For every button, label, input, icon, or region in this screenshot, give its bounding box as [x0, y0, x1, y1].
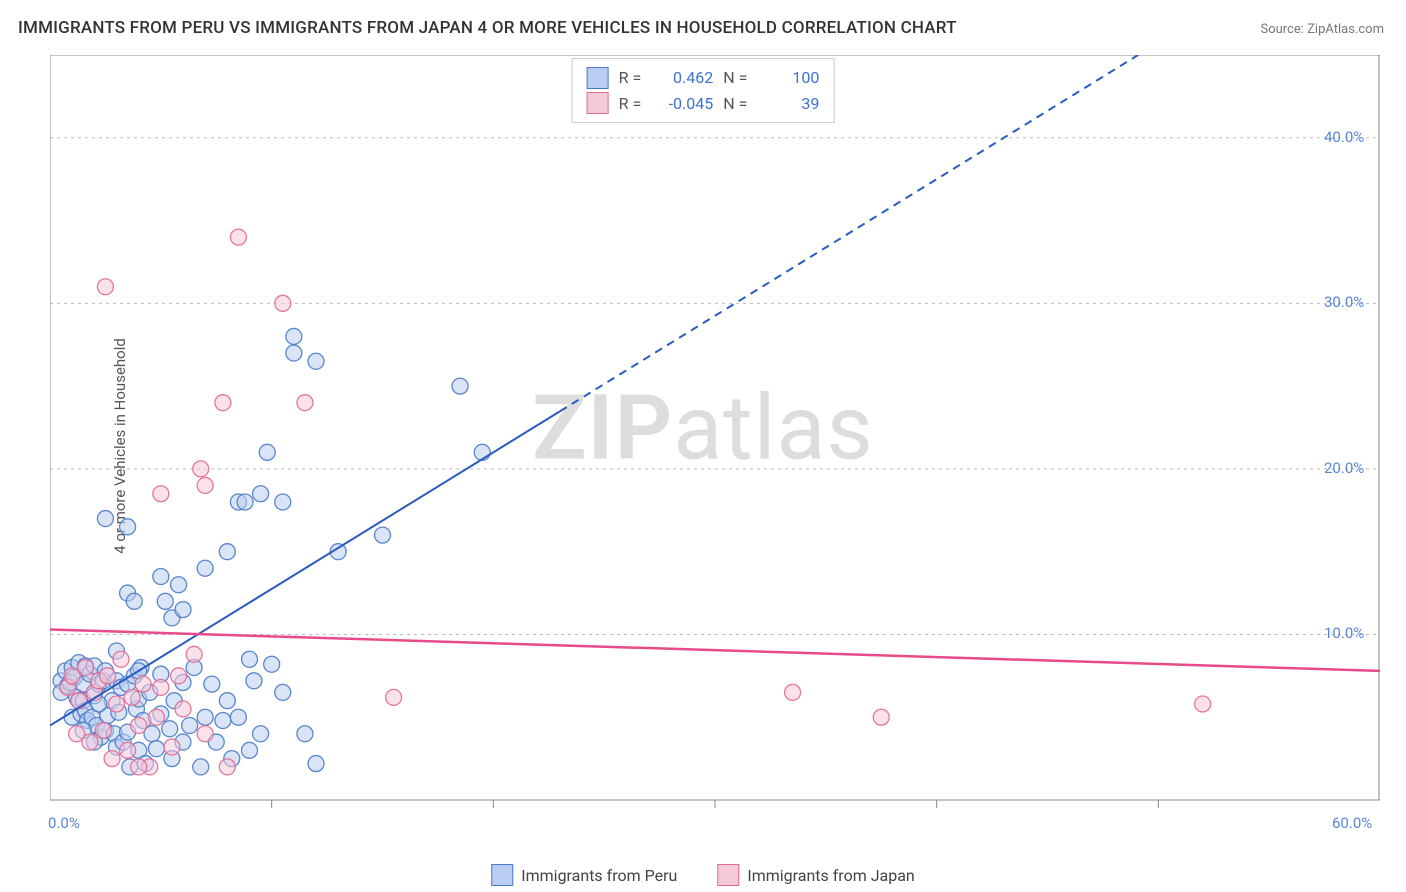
axis-tick-label: 20.0%: [1324, 459, 1364, 477]
scatter-plot: [50, 55, 1380, 835]
axis-tick-label: 40.0%: [1324, 128, 1364, 146]
legend-row-japan: R = -0.045 N = 39: [587, 91, 820, 117]
n-label: N =: [723, 65, 747, 91]
r-label: R =: [619, 65, 642, 91]
legend-swatch-peru: [491, 864, 513, 886]
r-value-peru: 0.462: [651, 65, 713, 91]
axis-tick-label: 60.0%: [1332, 814, 1372, 832]
legend-swatch-japan: [587, 92, 609, 114]
legend-swatch-japan: [717, 864, 739, 886]
legend-series: Immigrants from Peru Immigrants from Jap…: [491, 864, 914, 886]
chart-title: IMMIGRANTS FROM PERU VS IMMIGRANTS FROM …: [18, 18, 957, 38]
legend-correlation: R = 0.462 N = 100 R = -0.045 N = 39: [572, 58, 835, 123]
r-value-japan: -0.045: [651, 91, 713, 117]
r-label: R =: [619, 91, 642, 117]
axis-tick-label: 0.0%: [48, 814, 80, 832]
source-label: Source: ZipAtlas.com: [1260, 22, 1384, 37]
legend-label-japan: Immigrants from Japan: [747, 866, 914, 885]
n-label: N =: [723, 91, 747, 117]
legend-swatch-peru: [587, 67, 609, 89]
axis-tick-label: 10.0%: [1324, 624, 1364, 642]
n-value-japan: 39: [757, 91, 819, 117]
legend-row-peru: R = 0.462 N = 100: [587, 65, 820, 91]
legend-label-peru: Immigrants from Peru: [521, 866, 677, 885]
legend-item-japan: Immigrants from Japan: [717, 864, 914, 886]
n-value-peru: 100: [757, 65, 819, 91]
legend-item-peru: Immigrants from Peru: [491, 864, 677, 886]
axis-tick-label: 30.0%: [1324, 293, 1364, 311]
